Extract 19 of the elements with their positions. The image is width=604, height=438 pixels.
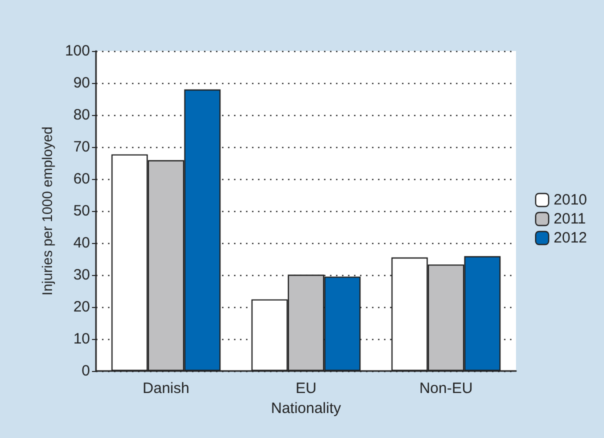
- y-tick-label: 20: [73, 298, 90, 316]
- x-tick-label: EU: [296, 380, 316, 397]
- y-tick-label: 50: [73, 202, 90, 220]
- y-tick-label: 30: [73, 266, 90, 284]
- y-tick-label: 60: [73, 170, 90, 188]
- y-tick-label: 0: [82, 362, 90, 380]
- y-tick-label: 80: [73, 106, 90, 124]
- y-tick-label: 70: [73, 138, 90, 156]
- legend-label: 2010: [554, 192, 588, 208]
- x-axis-title: Nationality: [270, 400, 342, 417]
- legend-label: 2011: [554, 210, 586, 228]
- y-tick-label: 10: [73, 330, 90, 348]
- legend-label: 2012: [554, 230, 588, 246]
- y-tick-label: 100: [64, 42, 90, 60]
- x-tick-label: Non-EU: [419, 380, 473, 397]
- y-tick-label: 90: [73, 74, 90, 92]
- y-axis-title: Injuries per 1000 employed: [39, 126, 56, 296]
- y-tick-label: 40: [73, 234, 90, 252]
- x-tick-label: Danish: [142, 380, 190, 397]
